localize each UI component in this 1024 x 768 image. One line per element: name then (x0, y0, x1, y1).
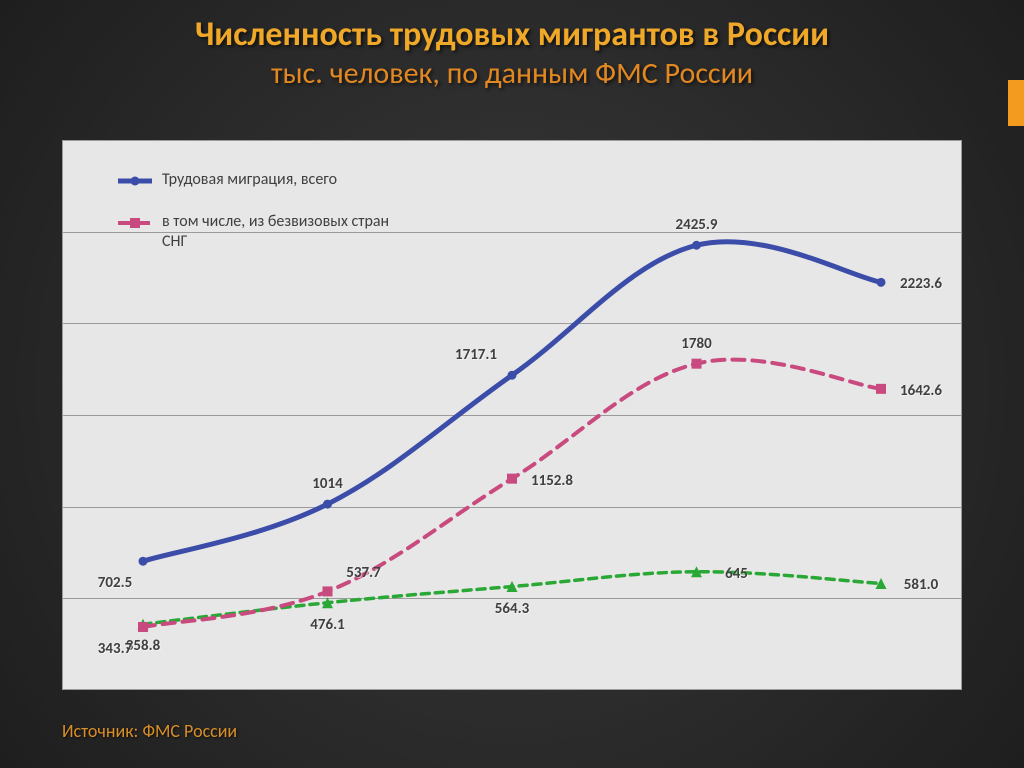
chart-marker (323, 500, 332, 509)
slide-root: Численность трудовых мигрантов в России … (0, 0, 1024, 768)
title-block: Численность трудовых мигрантов в России … (0, 14, 1024, 92)
chart-marker (139, 557, 148, 566)
chart-data-label: 2425.9 (675, 216, 717, 234)
chart-data-label: 1780 (681, 335, 711, 353)
chart-data-label: 476.1 (310, 616, 344, 634)
chart-marker (877, 278, 886, 287)
chart-marker (138, 622, 148, 632)
chart-marker (876, 384, 886, 394)
chart-data-label: 564.3 (495, 600, 529, 618)
chart-series-line (143, 242, 881, 562)
chart-data-label: 2223.6 (900, 275, 942, 293)
chart-data-label: 1642.6 (900, 382, 942, 400)
chart-data-label: 645 (725, 565, 748, 583)
chart-marker (692, 359, 702, 369)
chart-marker (323, 586, 333, 596)
chart-data-label: 1014 (312, 475, 342, 493)
chart: Трудовая миграция, всегов том числе, из … (62, 140, 962, 690)
slide-subtitle: тыс. человек, по данным ФМС России (0, 55, 1024, 92)
chart-data-label: 1717.1 (455, 346, 497, 364)
slide-title: Численность трудовых мигрантов в России (0, 14, 1024, 55)
chart-data-label: 581.0 (904, 576, 938, 594)
chart-data-label: 343.7 (98, 640, 132, 658)
chart-data-label: 1152.8 (531, 472, 573, 490)
chart-data-label: 702.5 (98, 574, 132, 592)
chart-data-label: 537.7 (346, 564, 380, 582)
chart-marker (692, 241, 701, 250)
source-text: Источник: ФМС России (62, 720, 237, 742)
chart-marker (507, 474, 517, 484)
chart-marker (508, 371, 517, 380)
